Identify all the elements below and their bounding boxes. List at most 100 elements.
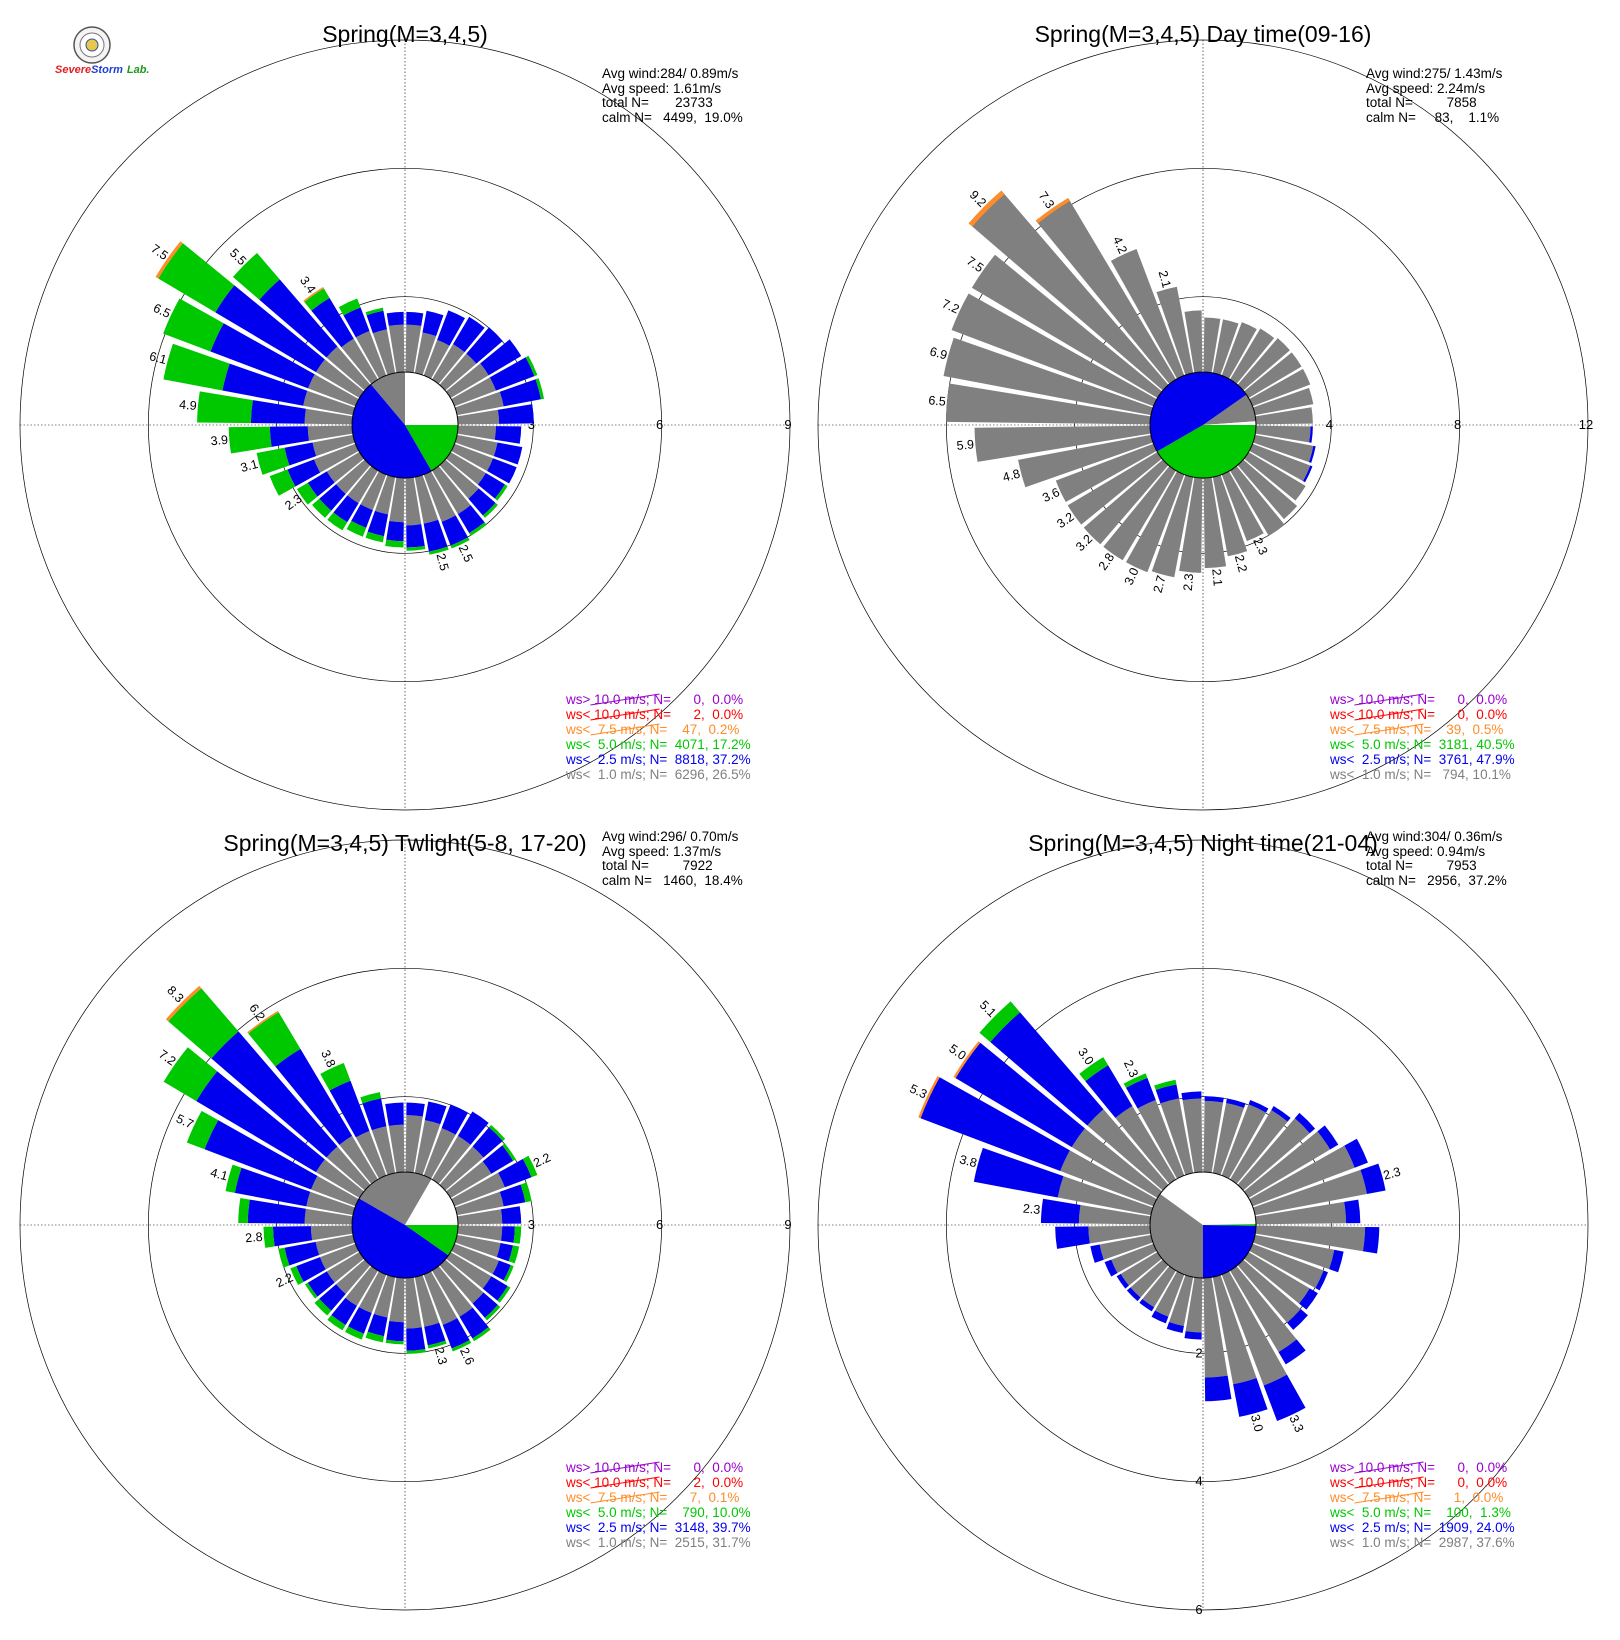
calm-slice-white <box>405 372 458 425</box>
ring-label: 12 <box>1579 417 1593 432</box>
spoke-segment <box>345 1326 364 1340</box>
spoke-segment <box>315 1159 364 1198</box>
spoke-segment <box>312 434 355 457</box>
spoke-segment <box>311 1175 359 1207</box>
spoke-segment <box>360 471 387 511</box>
spoke-segment <box>1237 459 1298 520</box>
spoke-segment <box>315 359 364 398</box>
spoke-segment <box>1255 1225 1366 1252</box>
spoke-segment <box>439 1259 484 1304</box>
legend-entry-blue: ws< 2.5 m/s; N= 1909, 24.0% <box>1330 1520 1515 1535</box>
legend-entry-green: ws< 5.0 m/s; N= 4071, 17.2% <box>566 737 751 752</box>
spoke-segment <box>1237 1118 1310 1191</box>
spoke-segment <box>296 482 318 505</box>
spoke-segment <box>406 1102 425 1117</box>
chart-title: Spring(M=3,4,5) Night time(21-04) <box>1028 830 1378 856</box>
spoke-total-label: 2.1 <box>1156 269 1174 289</box>
spoke-segment <box>247 1010 279 1034</box>
stats-line: Avg wind:296/ 0.70m/s <box>602 829 739 844</box>
spoke-total-label: 2.5 <box>456 543 476 565</box>
spoke-segment <box>503 1264 514 1282</box>
spoke-segment <box>451 377 496 407</box>
spoke-segment <box>497 1285 511 1303</box>
ring-label: 3 <box>528 1217 535 1232</box>
spoke-segment <box>1099 1234 1153 1260</box>
spoke-segment <box>414 1120 441 1175</box>
spoke-segment <box>955 1042 1085 1148</box>
chart-title: Spring(M=3,4,5) Day time(09-16) <box>1034 21 1372 47</box>
chart-title: Spring(M=3,4,5) <box>322 21 488 47</box>
spoke-segment <box>1221 471 1264 542</box>
spoke-segment <box>385 1102 404 1126</box>
spoke-segment <box>457 1225 503 1241</box>
spoke-segment <box>1079 1057 1109 1082</box>
spoke-segment <box>406 524 425 548</box>
spoke-segment <box>366 310 387 334</box>
spoke-segment <box>275 1048 353 1145</box>
spoke-segment <box>307 425 353 441</box>
spoke-segment <box>405 1115 423 1173</box>
spoke-total-label: 6.5 <box>151 301 173 321</box>
spoke-segment <box>1362 1226 1380 1254</box>
spoke-segment <box>525 355 538 377</box>
spoke-segment <box>1212 475 1248 557</box>
spoke-segment <box>1125 1077 1156 1109</box>
spoke-segment <box>1055 1226 1090 1249</box>
speed-legend: ws> 10.0 m/s; N= 0, 0.0% ws< 10.0 m/s; N=… <box>1330 1460 1515 1550</box>
spoke-segment <box>472 1327 491 1342</box>
calm-slice-white <box>1203 421 1256 425</box>
spoke-segment <box>451 443 494 472</box>
stats-block: Avg wind:275/ 1.43m/s Avg speed: 2.24m/s t… <box>1366 66 1502 125</box>
spoke-segment <box>493 442 523 465</box>
spoke-segment <box>439 1146 484 1191</box>
ring-label: 8 <box>1454 417 1461 432</box>
spoke-segment <box>389 477 405 523</box>
wind-rose-panel-1: 3 6 9 2.5 2.5 2.3 3.1 3.9 4.9 6.1 6.5 7.5 5.5 3.4 Spri… <box>0 0 810 820</box>
spoke-segment <box>263 1226 275 1248</box>
spoke-segment <box>1244 452 1306 501</box>
spoke-segment <box>326 1252 364 1283</box>
spoke-segment <box>1156 286 1194 375</box>
spoke-segment <box>1126 1287 1141 1302</box>
spoke-total-label: 5.3 <box>908 1081 930 1101</box>
spoke-segment <box>1067 452 1162 525</box>
spoke-segment <box>1083 459 1169 545</box>
spoke-segment <box>345 1266 378 1306</box>
spoke-segment <box>482 1276 508 1301</box>
spoke-segment <box>973 1147 1064 1198</box>
spoke-segment <box>228 426 272 454</box>
spoke-segment <box>163 298 224 352</box>
spoke-total-label: 5.7 <box>174 1112 196 1132</box>
spoke-segment <box>489 1124 506 1141</box>
legend-entry-purple: ws> 10.0 m/s; N= 0, 0.0% <box>1330 1460 1515 1475</box>
spoke-segment <box>500 1206 522 1224</box>
spoke-segment <box>196 1071 325 1173</box>
spoke-segment <box>405 324 422 373</box>
spoke-segment <box>1255 1201 1347 1225</box>
spoke-segment <box>303 390 355 416</box>
spoke-segment <box>248 1012 301 1067</box>
spoke-segment <box>427 1340 447 1349</box>
spoke-segment <box>482 1145 514 1174</box>
spoke-segment <box>1249 443 1311 482</box>
spoke-segment <box>472 1292 498 1318</box>
spoke-segment <box>469 522 487 536</box>
spoke-segment <box>1104 1259 1118 1277</box>
spoke-segment <box>946 383 1151 425</box>
calm-circle-outline <box>351 1171 459 1279</box>
spoke-segment <box>319 1243 359 1270</box>
spoke-segment <box>943 337 1153 416</box>
ring-label: 2 <box>1195 1345 1202 1360</box>
spoke-segment <box>338 298 361 316</box>
legend-entry-gray: ws< 1.0 m/s; N= 2515, 31.7% <box>566 1535 751 1550</box>
stats-line: Avg speed: 2.24m/s <box>1366 80 1486 96</box>
legend-entry-gray: ws< 1.0 m/s; N= 794, 10.1% <box>1330 767 1511 782</box>
spoke-total-label: 2.3 <box>432 1346 450 1366</box>
spoke-total-label: 2.3 <box>1382 1165 1402 1183</box>
spoke-segment <box>158 243 235 313</box>
spoke-total-label: 2.3 <box>1022 1202 1041 1217</box>
spoke-segment <box>355 1131 387 1179</box>
legend-entry-blue: ws< 2.5 m/s; N= 3761, 47.9% <box>1330 752 1515 767</box>
spoke-segment <box>312 498 332 518</box>
spoke-total-label: 2.2 <box>1232 553 1250 573</box>
